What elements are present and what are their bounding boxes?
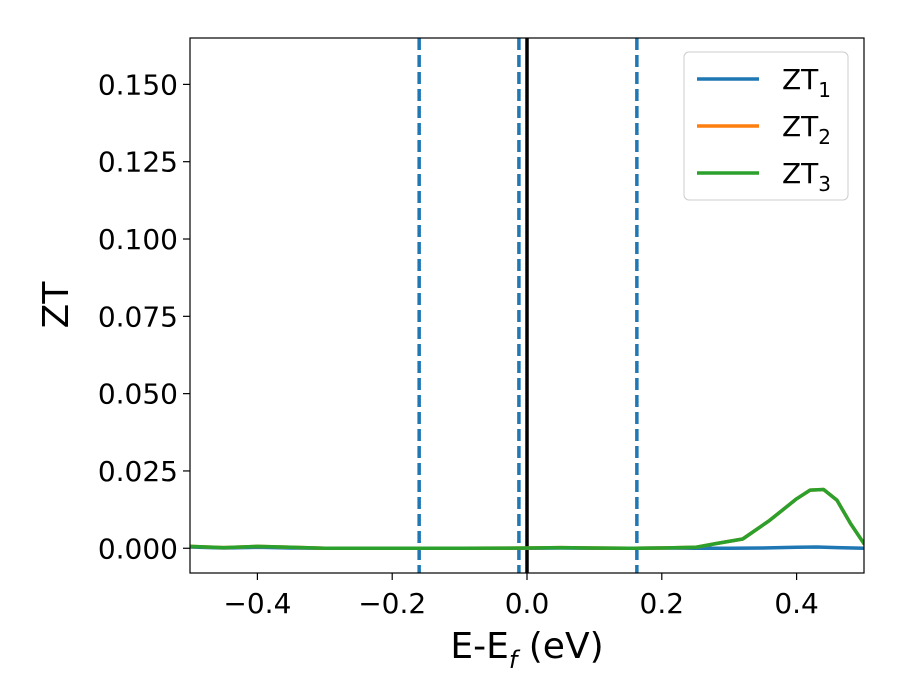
legend-label-zt1: ZT1 [782,63,831,102]
y-tick-label: 0.150 [98,68,178,101]
axis-ticks: −0.4 −0.2 0.0 0.2 0.4 0.000 0.025 0.050 0.075 0.1… [98,68,819,620]
plot-area [190,38,864,573]
y-tick-label: 0.075 [98,300,178,333]
x-tick-label: −0.2 [358,587,426,620]
legend-label-zt3: ZT3 [782,157,831,196]
legend-box [683,51,849,201]
y-tick-label: 0.100 [98,223,178,256]
x-tick-label: −0.4 [223,587,291,620]
series-line-zt3 [190,487,864,551]
legend-label-zt2: ZT2 [782,110,831,149]
x-tick-label: 0.0 [505,587,550,620]
x-tick-label: 0.4 [774,587,819,620]
y-axis-label: ZT [36,281,77,329]
x-tick-label: 0.2 [640,587,685,620]
x-axis-label: E-Ef (eV) [450,626,603,674]
legend: ZT1 ZT2 ZT3 [683,51,849,201]
y-tick-label: 0.125 [98,146,178,179]
y-tick-label: 0.050 [98,378,178,411]
y-tick-label: 0.025 [98,455,178,488]
y-tick-label: 0.000 [98,532,178,565]
